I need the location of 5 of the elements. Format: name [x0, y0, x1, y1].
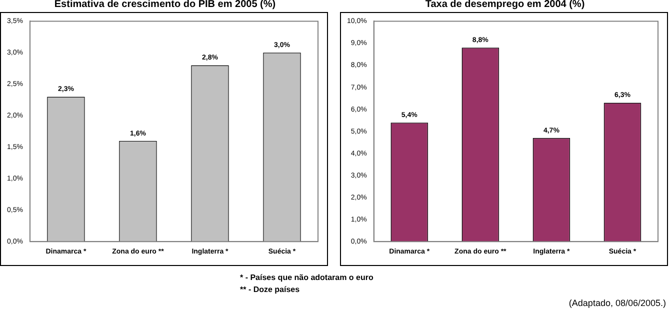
text: ** - Doze países: [240, 284, 301, 296]
text: * - Países que não adotaram o euro: [240, 272, 374, 284]
chart-title: Taxa de desemprego em 2004 (%): [424, 0, 586, 12]
text: (Adaptado, 08/06/2005.): [568, 298, 666, 308]
chart-title: Estimativa de crescimento do PIB em 2005 (%): [53, 0, 277, 12]
